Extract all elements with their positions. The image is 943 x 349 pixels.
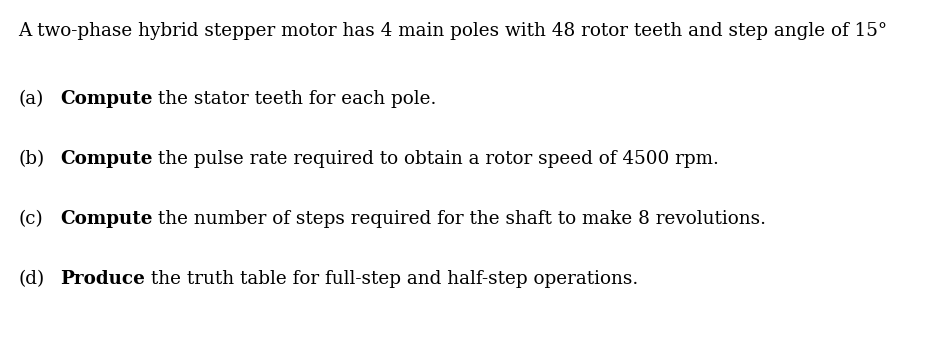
Text: A two-phase hybrid stepper motor has 4 main poles with 48 rotor teeth and step a: A two-phase hybrid stepper motor has 4 m… — [18, 22, 887, 40]
Text: the pulse rate required to obtain a rotor speed of 4500 rpm.: the pulse rate required to obtain a roto… — [153, 150, 720, 168]
Text: (d): (d) — [18, 270, 44, 288]
Text: the stator teeth for each pole.: the stator teeth for each pole. — [153, 90, 437, 108]
Text: Produce: Produce — [60, 270, 145, 288]
Text: Compute: Compute — [60, 150, 153, 168]
Text: (b): (b) — [18, 150, 44, 168]
Text: Compute: Compute — [60, 210, 153, 228]
Text: the number of steps required for the shaft to make 8 revolutions.: the number of steps required for the sha… — [153, 210, 767, 228]
Text: (c): (c) — [18, 210, 42, 228]
Text: the truth table for full-step and half-step operations.: the truth table for full-step and half-s… — [145, 270, 638, 288]
Text: (a): (a) — [18, 90, 43, 108]
Text: Compute: Compute — [60, 90, 153, 108]
